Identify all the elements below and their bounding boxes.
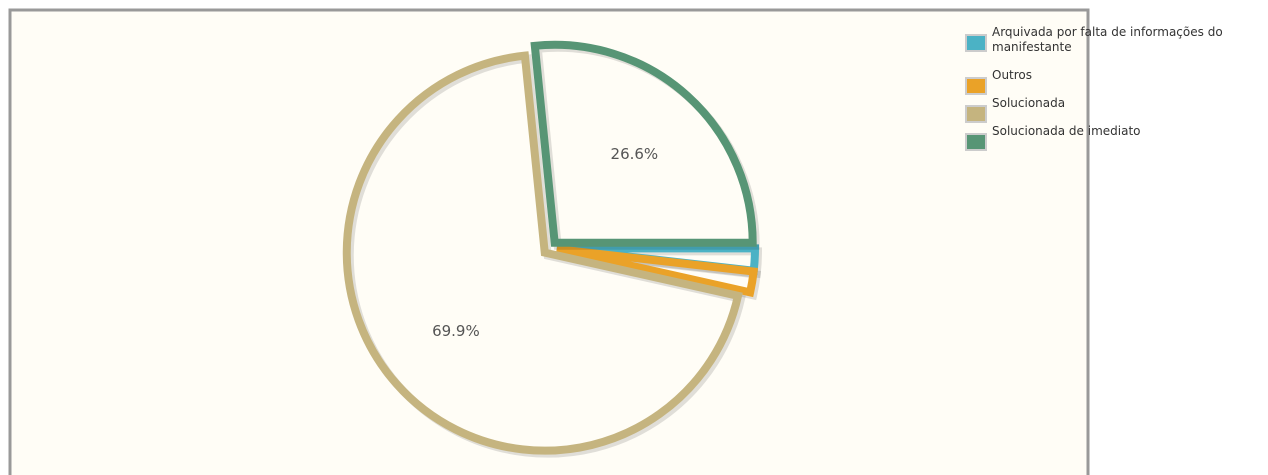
legend-swatch	[965, 34, 987, 52]
slice	[556, 245, 759, 298]
data-label: 69.9%	[432, 322, 480, 340]
pie: 69.9% 26.6%	[342, 40, 762, 458]
legend-label-line: Solucionada	[992, 96, 1065, 110]
slice	[530, 40, 757, 247]
legend-swatch	[965, 133, 987, 151]
legend-label: Arquivada por falta de informações do man…	[992, 25, 1223, 54]
legend-label-line: manifestante	[992, 40, 1072, 54]
legend-label: Outros	[992, 68, 1032, 82]
legend-swatch	[965, 77, 987, 95]
legend-label: Solucionada	[992, 96, 1065, 110]
legend-label-line: Solucionada de imediato	[992, 124, 1141, 138]
data-label: 26.6%	[611, 145, 659, 163]
legend: Arquivada por falta de informações do man…	[965, 25, 1223, 151]
legend-swatch	[965, 105, 987, 123]
legend-label-line: Outros	[992, 68, 1032, 82]
plot-frame	[8, 8, 1090, 475]
legend-label-line: Arquivada por falta de informações do	[992, 25, 1223, 39]
legend-label: Solucionada de imediato	[992, 124, 1141, 138]
slice	[342, 51, 743, 455]
